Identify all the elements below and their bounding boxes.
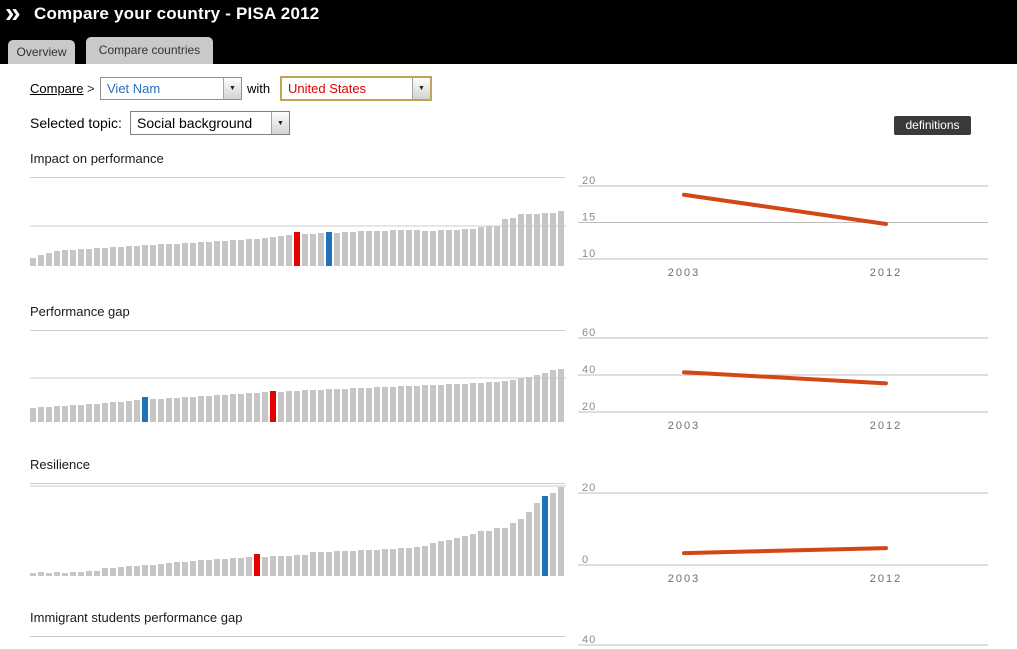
line-chart-immigrant-students-performance-gap: 40: [578, 634, 988, 646]
compare-separator: >: [87, 81, 95, 96]
country-select-value: Viet Nam: [107, 81, 161, 96]
svg-text:60: 60: [582, 327, 596, 339]
page-title: Compare your country - PISA 2012: [34, 4, 320, 23]
partner-select[interactable]: United States ▼: [280, 76, 432, 101]
chevron-down-icon[interactable]: ▼: [271, 112, 289, 134]
svg-text:20: 20: [582, 175, 596, 187]
header: » Compare your country - PISA 2012 Overv…: [0, 0, 1017, 64]
section-title-performance-gap: Performance gap: [30, 304, 130, 319]
tab-overview[interactable]: Overview: [8, 40, 75, 64]
chevron-down-icon[interactable]: ▼: [412, 78, 430, 99]
chevron-down-icon[interactable]: ▼: [223, 78, 241, 99]
bar-chart-impact-on-performance[interactable]: [30, 170, 566, 266]
svg-text:15: 15: [582, 212, 596, 224]
compare-link[interactable]: Compare: [30, 81, 84, 96]
svg-text:2003: 2003: [668, 573, 700, 585]
svg-text:2012: 2012: [870, 267, 902, 279]
tab-compare-countries[interactable]: Compare countries: [86, 37, 213, 64]
svg-text:10: 10: [582, 248, 596, 260]
line-chart-resilience: 20 0 2003 2012: [578, 482, 988, 585]
bar-chart-performance-gap[interactable]: [30, 330, 566, 422]
svg-text:40: 40: [582, 364, 596, 376]
section-title-resilience: Resilience: [30, 457, 90, 472]
country-select[interactable]: Viet Nam ▼: [100, 77, 242, 100]
svg-text:0: 0: [582, 554, 589, 566]
double-chevron-logo-icon: »: [5, 0, 21, 28]
bar-chart-resilience[interactable]: [30, 484, 566, 576]
svg-text:2012: 2012: [870, 420, 902, 432]
section-divider: [30, 177, 565, 178]
partner-select-value: United States: [288, 81, 367, 96]
section-title-impact-on-performance: Impact on performance: [30, 151, 164, 166]
line-chart-performance-gap: 60 40 20 2003 2012: [578, 327, 988, 432]
section-title-immigrant-students-performance-gap: Immigrant students performance gap: [30, 610, 243, 625]
selected-topic-label: Selected topic:: [30, 115, 122, 131]
svg-text:2003: 2003: [668, 267, 700, 279]
topic-select-value: Social background: [137, 115, 253, 131]
svg-text:40: 40: [582, 634, 596, 646]
line-chart-impact-on-performance: 20 15 10 2003 2012: [578, 175, 988, 279]
topic-select[interactable]: Social background ▼: [130, 111, 290, 135]
with-label: with: [247, 81, 271, 96]
svg-text:20: 20: [582, 482, 596, 494]
svg-text:2003: 2003: [668, 420, 700, 432]
svg-text:20: 20: [582, 401, 596, 413]
svg-text:2012: 2012: [870, 573, 902, 585]
section-divider: [30, 483, 565, 484]
section-divider: [30, 330, 565, 331]
definitions-button[interactable]: definitions: [894, 116, 971, 135]
section-divider: [30, 636, 565, 637]
